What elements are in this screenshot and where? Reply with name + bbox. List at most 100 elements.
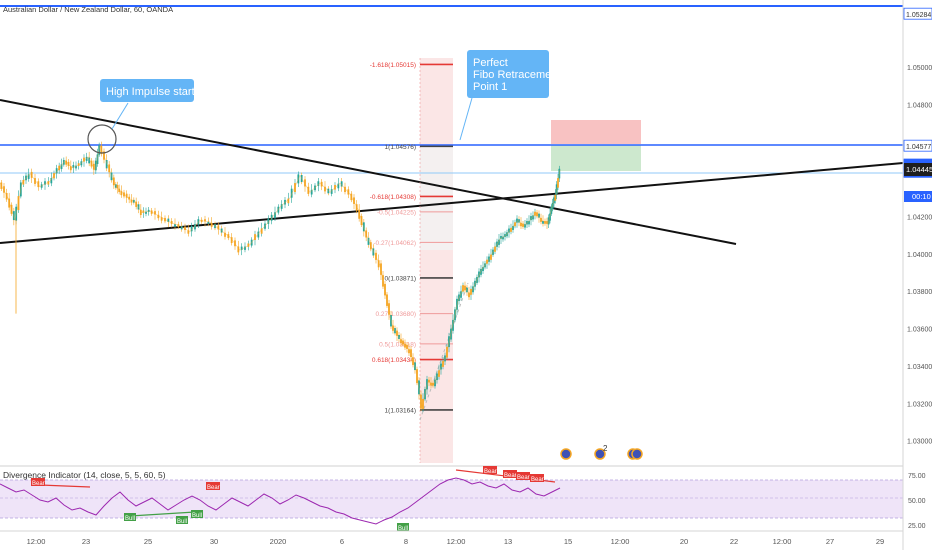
candle-body	[438, 370, 440, 377]
candle-body	[142, 210, 145, 213]
candle-body	[120, 191, 123, 196]
bull-label: Bull	[191, 510, 203, 519]
candle-body	[304, 179, 306, 187]
svg-text:Bear: Bear	[207, 485, 220, 491]
impulse-callout[interactable]	[100, 79, 194, 102]
candle-body	[257, 231, 260, 238]
candle-body	[50, 178, 53, 184]
candle-body	[434, 379, 436, 387]
candle-body	[34, 178, 36, 184]
indicator-axis[interactable]: 75.00 50.00 25.00	[908, 473, 926, 530]
chart-title: Australian Dollar / New Zealand Dollar, …	[3, 5, 173, 14]
event-marker-icon[interactable]	[594, 448, 606, 460]
impulse-circle[interactable]	[87, 124, 117, 154]
trendline-descending[interactable]	[0, 99, 737, 245]
price-tick-label: 1.05000	[907, 65, 932, 72]
candle-body	[5, 193, 8, 200]
fibo-callout-line2: Fibo Retracement	[473, 69, 560, 81]
candle-body	[498, 239, 500, 245]
svg-text:Bull: Bull	[192, 513, 202, 519]
indicator-tick-label: 75.00	[908, 473, 926, 480]
time-tick-label: 6	[340, 537, 344, 546]
candle-body	[353, 197, 355, 204]
candle-body	[290, 188, 293, 198]
price-tick-label: 1.05284	[906, 12, 931, 19]
time-tick-label: 27	[826, 537, 834, 546]
candle-body	[247, 243, 250, 247]
candle-body	[147, 209, 150, 212]
svg-text:Bear: Bear	[531, 477, 544, 483]
candle-body	[47, 181, 50, 185]
candle-body	[464, 285, 466, 291]
time-tick-label: 13	[504, 537, 512, 546]
candle-body	[528, 220, 530, 225]
candle-body	[516, 218, 518, 223]
candle-body	[404, 343, 406, 348]
candle-body	[44, 181, 46, 185]
candle-body	[145, 211, 147, 214]
candle-body	[22, 179, 25, 185]
svg-text:Bull: Bull	[177, 519, 187, 525]
indicator-title[interactable]: Divergence Indicator (14, close, 5, 5, 6…	[3, 470, 166, 480]
time-tick-label: 25	[144, 537, 152, 546]
candle-body	[472, 286, 474, 293]
fibo-callout[interactable]	[467, 50, 549, 98]
candle-body	[554, 194, 557, 201]
divergence-labels: Bear Bear Bear Bear Bear Bear Bull Bull …	[31, 466, 544, 532]
price-tick-label: 1.03400	[907, 364, 932, 371]
price-tick-label: 1.04200	[907, 215, 932, 222]
candle-body	[468, 292, 470, 298]
fib-level-label: 0.5(1.03518)	[379, 341, 416, 348]
candle-body	[108, 164, 111, 173]
candle-body	[69, 166, 72, 171]
time-tick-label: 30	[210, 537, 218, 546]
price-line	[0, 144, 561, 408]
candle-body	[187, 230, 190, 234]
time-axis[interactable]: 12:00 23 25 30 2020 6 8 12:00 13 15 12:00 20 22 12:00…	[27, 537, 885, 546]
time-tick-label: 12:00	[611, 537, 630, 546]
candle-body	[100, 145, 103, 155]
fibonacci-levels[interactable]: -1.618(1.05015) 1(1.04576) -0.618(1.04308)…	[370, 62, 453, 415]
candle-body	[118, 188, 121, 193]
candle-body	[400, 339, 402, 344]
candle-body	[88, 157, 91, 164]
candle-body	[460, 291, 462, 298]
fib-level-label: -0.5(1.04225)	[377, 209, 416, 216]
candle-body	[377, 260, 380, 268]
candle-body	[30, 171, 33, 178]
candle-body	[27, 174, 30, 179]
candle-body	[180, 225, 183, 230]
candle-body	[486, 259, 488, 264]
fibo-callout-line3: Point 1	[473, 81, 507, 93]
svg-text:Bull: Bull	[398, 526, 408, 532]
trendline-ascending[interactable]	[0, 162, 904, 244]
event-marker-icon[interactable]	[560, 448, 572, 460]
current-price-tag	[904, 163, 932, 176]
price-tick-label: 1.03000	[907, 439, 932, 446]
event-markers[interactable]: 2	[560, 444, 643, 460]
bear-label: Bear	[503, 470, 517, 479]
indicator-line	[0, 477, 561, 525]
candle-body	[116, 184, 119, 189]
candle-body	[139, 209, 142, 216]
candle-body	[500, 236, 502, 239]
candle-body	[307, 186, 310, 194]
candle-body	[72, 165, 75, 168]
candle-body	[237, 246, 240, 253]
time-tick-label: 23	[82, 537, 90, 546]
candle-body	[128, 196, 131, 200]
candle-body	[430, 382, 432, 386]
candle-body	[524, 224, 526, 228]
candle-body	[3, 186, 5, 193]
candle-body	[224, 232, 226, 237]
time-tick-label: 2020	[270, 537, 287, 546]
candle-body	[480, 268, 482, 275]
candle-body	[65, 160, 68, 165]
event-marker-icon[interactable]	[631, 448, 643, 460]
bear-label: Bear	[206, 482, 220, 491]
fibo-callout-pointer	[459, 97, 473, 141]
candle-body	[160, 217, 163, 221]
countdown-tag	[904, 191, 932, 202]
